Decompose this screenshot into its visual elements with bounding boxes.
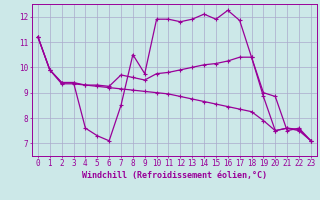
X-axis label: Windchill (Refroidissement éolien,°C): Windchill (Refroidissement éolien,°C) xyxy=(82,171,267,180)
